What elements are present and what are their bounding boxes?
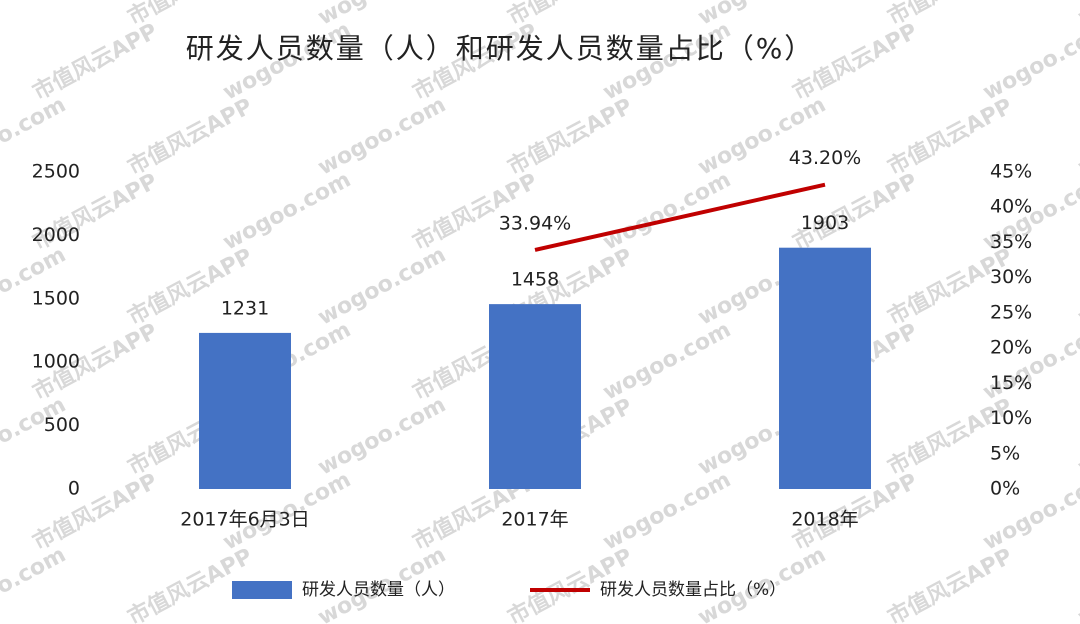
y2-tick-label: 25% xyxy=(990,301,1032,323)
y2-tick-label: 40% xyxy=(990,196,1032,218)
x-tick-label: 2017年 xyxy=(501,509,568,531)
watermark: wogoo.com xyxy=(1074,542,1080,624)
watermark: wogoo.com xyxy=(1074,392,1080,480)
data-label: 43.20% xyxy=(789,147,861,169)
chart-title: 研发人员数量（人）和研发人员数量占比（%） xyxy=(186,32,815,65)
data-label: 1231 xyxy=(221,297,269,319)
y2-tick-label: 45% xyxy=(990,161,1032,183)
y-tick-label: 1500 xyxy=(32,287,80,309)
watermark: 市值风云APP xyxy=(28,468,161,555)
watermark: 市值风云APP xyxy=(503,93,636,180)
y-tick-label: 0 xyxy=(68,478,80,500)
y2-tick-label: 15% xyxy=(990,372,1032,394)
y2-tick-label: 10% xyxy=(990,407,1032,429)
watermark: wogoo.com xyxy=(1074,0,1080,31)
line xyxy=(534,182,826,252)
watermark: wogoo.com xyxy=(314,392,450,480)
watermark: wogoo.com xyxy=(0,0,70,31)
y-tick-label: 2000 xyxy=(32,224,80,246)
data-label: 1458 xyxy=(511,269,559,291)
watermark: wogoo.com xyxy=(314,92,450,180)
watermark: wogoo.com xyxy=(314,242,450,330)
y2-tick-label: 0% xyxy=(990,478,1020,500)
y2-tick-label: 35% xyxy=(990,231,1032,253)
watermark: 市值风云APP xyxy=(123,93,256,180)
watermark: wogoo.com xyxy=(219,167,355,255)
legend-label: 研发人员数量（人） xyxy=(302,580,455,600)
watermark: wogoo.com xyxy=(0,392,70,480)
watermark: 市值风云APP xyxy=(883,543,1016,624)
data-label: 33.94% xyxy=(499,212,571,234)
watermark: wogoo.com xyxy=(1074,92,1080,180)
data-label: 1903 xyxy=(801,212,849,234)
watermark: wogoo.com xyxy=(979,17,1080,105)
x-tick-label: 2018年 xyxy=(791,509,858,531)
watermark: wogoo.com xyxy=(1074,242,1080,330)
y2-tick-label: 5% xyxy=(990,442,1020,464)
watermark: wogoo.com xyxy=(599,317,735,405)
y2-tick-label: 30% xyxy=(990,266,1032,288)
watermark: 市值风云APP xyxy=(28,18,161,105)
legend-label: 研发人员数量占比（%） xyxy=(600,580,786,600)
bar xyxy=(489,304,581,489)
watermark: wogoo.com xyxy=(599,467,735,555)
y2-tick-label: 20% xyxy=(990,337,1032,359)
bar xyxy=(779,247,871,489)
y-tick-label: 1000 xyxy=(32,351,80,373)
y-tick-label: 2500 xyxy=(32,161,80,183)
y-tick-label: 500 xyxy=(44,414,80,436)
bar xyxy=(199,332,291,489)
legend-swatch xyxy=(232,581,292,599)
x-tick-label: 2017年6月3日 xyxy=(180,509,310,531)
watermark: wogoo.com xyxy=(0,542,70,624)
